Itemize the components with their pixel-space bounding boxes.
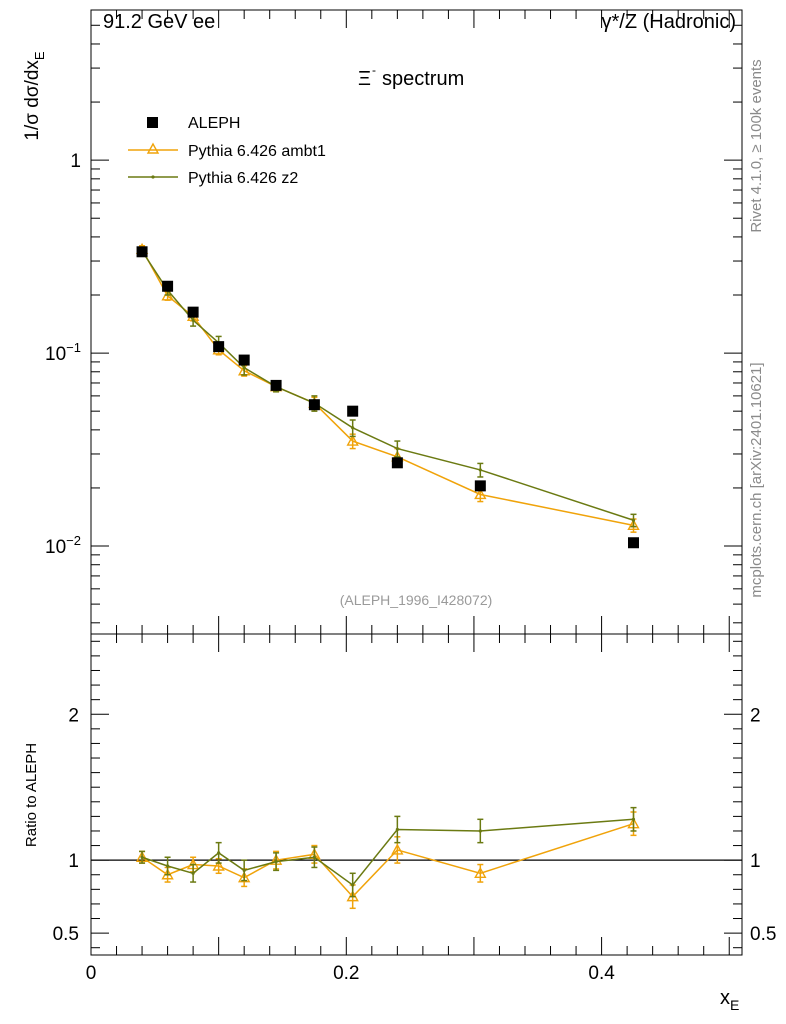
data-point-ambt1 — [627, 518, 640, 531]
data-point-aleph — [391, 457, 403, 469]
data-point-z2 — [631, 518, 636, 522]
data-point-aleph — [628, 537, 639, 549]
ratio-plot-frame — [90, 633, 743, 956]
x-tick-label: 0.2 — [333, 963, 359, 984]
data-point-aleph — [270, 379, 282, 391]
x-tick-label: 0.4 — [588, 963, 615, 984]
plot-title-text: spectrum — [382, 68, 464, 90]
ratio-point-z2 — [631, 817, 636, 821]
ratio-point-z2 — [274, 860, 278, 864]
ratio-point-ambt1 — [212, 859, 225, 871]
series-line-ambt1 — [141, 248, 634, 527]
legend-label-ambt1: Pythia 6.426 ambt1 — [188, 143, 326, 160]
data-point-ambt1 — [346, 434, 359, 446]
data-point-aleph — [162, 280, 174, 292]
data-point-aleph — [136, 246, 148, 258]
data-point-z2 — [478, 468, 482, 472]
ratio-point-z2 — [191, 871, 195, 875]
data-point-z2 — [242, 366, 246, 370]
legend-marker-ambt1 — [146, 142, 160, 154]
ratio-point-z2 — [242, 868, 246, 872]
ratio-ylabel: Ratio to ALEPH — [23, 743, 40, 847]
ratio-point-ambt1 — [237, 871, 251, 883]
main-ylabel-subscript: E — [32, 51, 47, 60]
x-axis-label-subscript: E — [730, 997, 739, 1013]
legend: ALEPH Pythia 6.426 ambt1 Pythia 6.426 z2 — [128, 115, 326, 187]
mcplots-label: mcplots.cern.ch [arXiv:2401.10621] — [748, 362, 765, 597]
plot-title-symbol: Ξ — [358, 68, 371, 90]
main-series — [135, 242, 640, 549]
y-tick-label-main: 10−2 — [45, 533, 81, 558]
header-right: γ*/Z (Hadronic) — [602, 11, 736, 33]
legend-marker-z2 — [151, 175, 155, 179]
header-left: 91.2 GeV ee — [103, 11, 215, 33]
data-point-z2 — [395, 446, 399, 451]
y-tick-label-ratio: 0.5 — [53, 924, 79, 945]
y-tick-label-ratio: 2 — [68, 705, 79, 726]
y-tick-label-main: 1 — [70, 151, 81, 172]
y-tick-label-ratio-right: 2 — [750, 705, 761, 726]
y-tick-label-ratio-right: 1 — [750, 851, 761, 872]
legend-marker-aleph — [147, 117, 158, 128]
svg-text:1/σ dσ/dxE: 1/σ dσ/dxE — [22, 51, 47, 141]
ratio-point-ambt1 — [391, 843, 404, 855]
ratio-series — [135, 806, 640, 910]
x-axis-label: xE — [720, 987, 739, 1013]
data-point-aleph — [474, 480, 486, 492]
ratio-point-z2 — [217, 851, 221, 855]
ratio-point-z2 — [312, 855, 316, 859]
legend-label-z2: Pythia 6.426 z2 — [188, 170, 298, 187]
plot-title: Ξ - spectrum — [358, 63, 464, 90]
data-point-aleph — [347, 405, 359, 417]
data-point-ambt1 — [474, 488, 487, 500]
ratio-point-z2 — [140, 855, 144, 859]
ratio-point-z2 — [478, 829, 482, 833]
legend-label-aleph: ALEPH — [188, 115, 240, 132]
analysis-reference: (ALEPH_1996_I428072) — [340, 592, 493, 608]
ratio-axis-ticks: 0.5 0.5 1 1 2 2 0 0.2 0.4 — [53, 634, 776, 984]
x-axis-label-main: x — [720, 987, 730, 1009]
ratio-line-z2 — [141, 818, 634, 886]
data-point-aleph — [238, 354, 250, 366]
x-tick-label: 0 — [86, 963, 97, 984]
y-tick-label-main: 10−1 — [45, 340, 81, 365]
data-point-z2 — [351, 426, 355, 430]
data-point-aleph — [187, 306, 199, 318]
plot-title-superscript: - — [372, 63, 376, 77]
y-tick-label-ratio-right: 0.5 — [750, 924, 776, 945]
y-tick-label-ratio: 1 — [68, 851, 79, 872]
main-axis-ticks: 1 10−1 10−2 — [45, 9, 742, 634]
main-ylabel: 1/σ dσ/dxE — [22, 51, 47, 141]
ratio-point-z2 — [165, 864, 170, 868]
main-ylabel-text: 1/σ dσ/dx — [22, 60, 43, 141]
data-point-z2 — [191, 318, 195, 322]
series-line-z2 — [141, 250, 634, 521]
rivet-label: Rivet 4.1.0, ≥ 100k events — [748, 59, 765, 232]
data-point-aleph — [308, 399, 320, 411]
ratio-point-z2 — [395, 827, 399, 832]
main-plot-frame — [90, 9, 743, 635]
data-point-aleph — [213, 341, 225, 353]
ratio-point-ambt1 — [474, 866, 487, 878]
ratio-point-z2 — [351, 883, 355, 887]
